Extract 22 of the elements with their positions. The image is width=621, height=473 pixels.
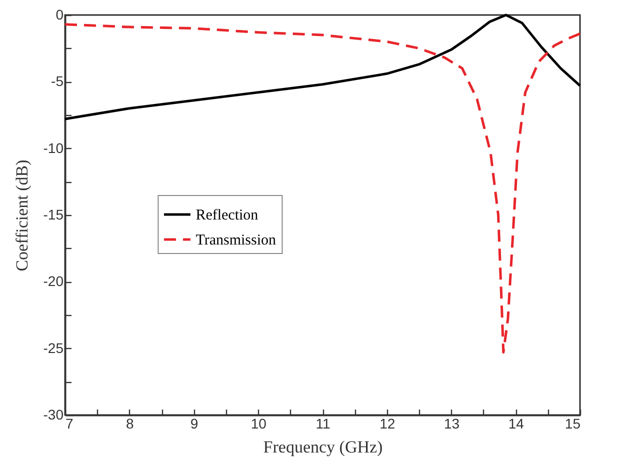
y-tick-label: -5 (51, 73, 64, 90)
x-axis-title: Frequency (GHz) (263, 438, 383, 456)
x-tick-label: 9 (190, 416, 198, 432)
x-tick-label: 12 (380, 416, 396, 432)
y-tick-label: -25 (43, 340, 64, 356)
x-tick-label: 8 (126, 416, 134, 432)
line-series (64, 14, 582, 120)
line-series (64, 23, 582, 354)
y-tick-label: -15 (43, 206, 64, 222)
x-tick-label: 7 (66, 416, 74, 432)
x-tick-label: 11 (316, 416, 330, 432)
x-tick-label: 13 (444, 416, 460, 432)
y-tick-label: -10 (43, 140, 64, 156)
legend-label: Reflection (196, 208, 259, 224)
y-axis-title: Coefficient (dB) (12, 160, 32, 272)
y-tick-label: -30 (43, 406, 64, 422)
x-tick-label: 15 (564, 416, 581, 432)
legend-label: Transmission (196, 232, 277, 248)
x-tick-label: 14 (508, 416, 524, 432)
x-tick-label: 10 (250, 416, 267, 432)
y-tick-label: 0 (56, 6, 64, 22)
y-tick-label: -20 (43, 273, 64, 290)
